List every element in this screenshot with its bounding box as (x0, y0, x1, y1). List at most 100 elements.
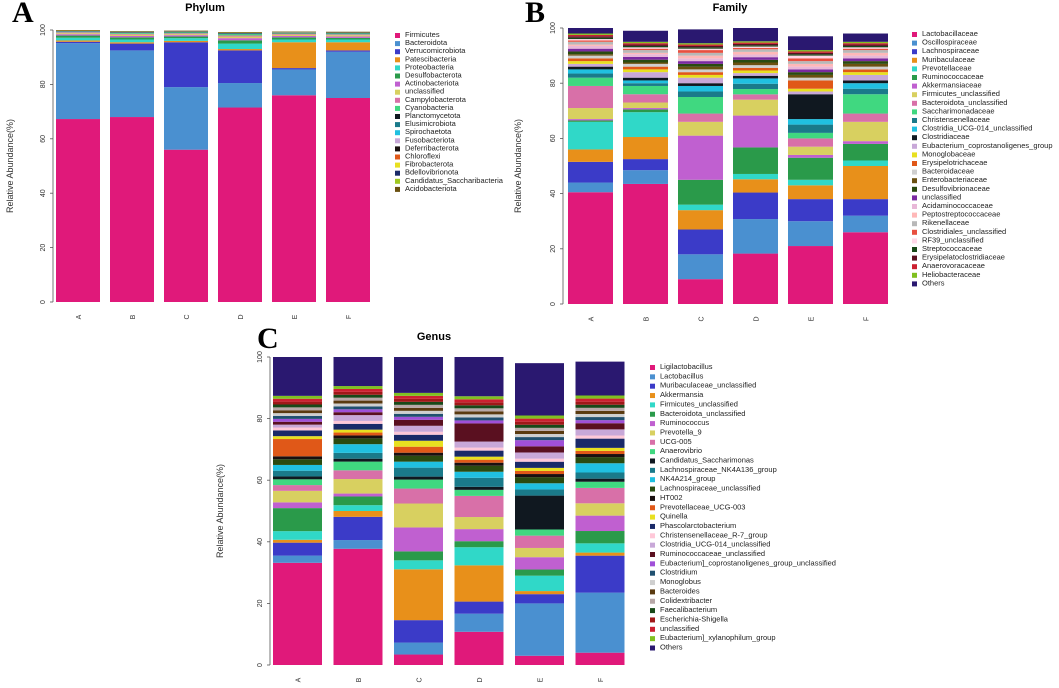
phylum-legend-label: Patescibacteria (405, 54, 457, 63)
family-bar-segment (568, 85, 613, 109)
family-legend-swatch (912, 272, 917, 278)
genus-bar-segment (454, 456, 504, 460)
family-bar-segment (843, 72, 888, 75)
family-bar-segment (678, 97, 723, 114)
phylum-bar-segment (110, 35, 154, 38)
phylum-legend-label: Deferribacterota (405, 143, 460, 152)
genus-legend-label: Prevotellaceae_UCG-003 (660, 502, 745, 511)
family-bar-segment (678, 77, 723, 84)
genus-legend-label: Muribaculaceae_unclassified (660, 381, 756, 390)
family-bar-segment (678, 29, 723, 44)
family-legend-label: RF39_unclassified (922, 235, 984, 244)
genus-bar-segment (454, 465, 504, 472)
genus-legend-label: Lachnospiraceae_unclassified (660, 484, 761, 493)
family-bar-segment (568, 73, 613, 78)
phylum-bar-segment (218, 49, 262, 51)
family-legend-label: Anaerovoracaceae (922, 261, 985, 270)
genus-bar-segment (273, 404, 322, 408)
family-bar-segment (733, 94, 778, 100)
genus-bar-segment (515, 437, 564, 441)
genus-bar-segment (394, 488, 443, 504)
genus-bar-segment (394, 431, 443, 435)
family-bar-segment (733, 67, 778, 71)
phylum-legend-swatch (395, 81, 400, 87)
family-legend-label: Others (922, 278, 945, 287)
family-legend-swatch (912, 135, 917, 141)
genus-legend-swatch (650, 402, 655, 408)
family-bar-segment (678, 279, 723, 304)
genus-bar-segment (575, 652, 625, 665)
family-bar-segment (733, 70, 778, 74)
phylum-bar-segment (56, 119, 100, 302)
family-x-tick-label: A (589, 316, 596, 321)
genus-bar-segment (394, 407, 443, 411)
family-bar-segment (568, 61, 613, 64)
genus-bar-segment (575, 454, 625, 458)
phylum-bar-segment (164, 87, 208, 150)
genus-legend-swatch (650, 393, 655, 399)
phylum-bar-segment (218, 50, 262, 84)
panel-letter-a: A (12, 0, 34, 29)
phylum-bar-segment (56, 37, 100, 41)
family-bar-segment (678, 48, 723, 51)
family-bar-segment (733, 115, 778, 148)
phylum-y-tick-label: 40 (40, 189, 47, 197)
family-legend-label: Firmicutes_unclassified (922, 89, 1000, 98)
genus-legend-label: unclassified (660, 624, 699, 633)
genus-legend-label: Ruminococcaceae_unclassified (660, 549, 765, 558)
genus-bar-segment (575, 407, 625, 411)
family-bar-segment (568, 28, 613, 34)
genus-bar-segment (454, 417, 504, 421)
family-bar-segment (678, 47, 723, 49)
family-bar-segment (788, 66, 833, 70)
genus-legend-label: NK4A214_group (660, 474, 715, 483)
family-legend-label: Christensenellaceae (922, 115, 990, 124)
genus-bar-segment (515, 557, 564, 570)
genus-legend-swatch (650, 458, 655, 464)
family-bar-segment (733, 28, 778, 42)
phylum-bar-segment (218, 34, 262, 36)
genus-bar-segment (394, 398, 443, 402)
genus-bar-segment (333, 493, 383, 497)
family-bar-segment (843, 69, 888, 73)
phylum-bar-segment (326, 98, 370, 302)
genus-legend-label: Lachnospiraceae_NK4A136_group (660, 465, 777, 474)
family-bar-segment (788, 72, 833, 75)
genus-x-tick-label: A (296, 677, 303, 682)
family-bar-segment (568, 41, 613, 45)
family-legend-label: Streptococcaceae (922, 244, 982, 253)
family-bar-segment (843, 80, 888, 84)
genus-legend-label: UCG-005 (660, 437, 692, 446)
family-bar-segment (678, 210, 723, 230)
genus-bar-segment (575, 401, 625, 405)
genus-bar-segment (515, 569, 564, 576)
genus-legend-swatch (650, 542, 655, 548)
genus-bar-segment (575, 361, 625, 396)
family-legend-swatch (912, 212, 917, 218)
family-y-axis-label: Relative Abundance(%) (513, 119, 523, 213)
family-legend-swatch (912, 255, 917, 261)
family-bar-segment (843, 55, 888, 59)
family-bar-segment (788, 221, 833, 247)
genus-legend-label: Clostridia_UCG-014_unclassified (660, 540, 770, 549)
family-bar-segment (788, 51, 833, 53)
genus-legend-label: Christensenellaceae_R-7_group (660, 530, 768, 539)
phylum-bar-segment (164, 33, 208, 35)
phylum-legend-swatch (395, 57, 400, 63)
family-bar-segment (788, 80, 833, 89)
family-legend-label: Clostridiaceae (922, 132, 970, 141)
phylum-legend-label: Acidobacteriota (405, 184, 458, 193)
genus-bar-segment (273, 562, 322, 665)
phylum-bar-segment (326, 35, 370, 37)
genus-legend-label: Others (660, 643, 683, 652)
family-bar-segment (623, 85, 668, 95)
phylum-y-tick-label: 20 (40, 244, 47, 252)
family-bar-segment (623, 54, 668, 57)
family-bar-segment (843, 199, 888, 216)
phylum-x-tick-label: C (184, 314, 191, 319)
genus-bar-segment (333, 432, 383, 436)
family-bar-segment (788, 74, 833, 78)
genus-bar-segment (515, 655, 564, 665)
family-bar-segment (788, 146, 833, 155)
genus-bar-segment (575, 450, 625, 455)
